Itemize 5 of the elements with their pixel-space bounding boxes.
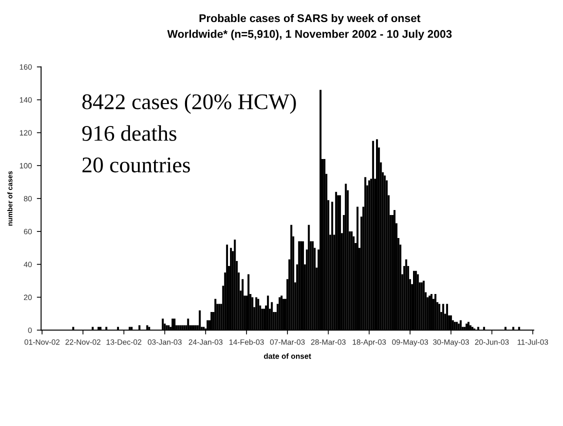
annotation: 8422 cases (20% HCW) (82, 94, 296, 114)
chart-title: Probable cases of SARS by week of onset (200, 14, 420, 24)
annotation: 916 deaths (82, 125, 176, 141)
chart-subtitle: Worldwide* (n=5,910), 1 November 2002 - 10 July 2003 (167, 30, 452, 40)
annotation: 20 countries (82, 157, 190, 172)
